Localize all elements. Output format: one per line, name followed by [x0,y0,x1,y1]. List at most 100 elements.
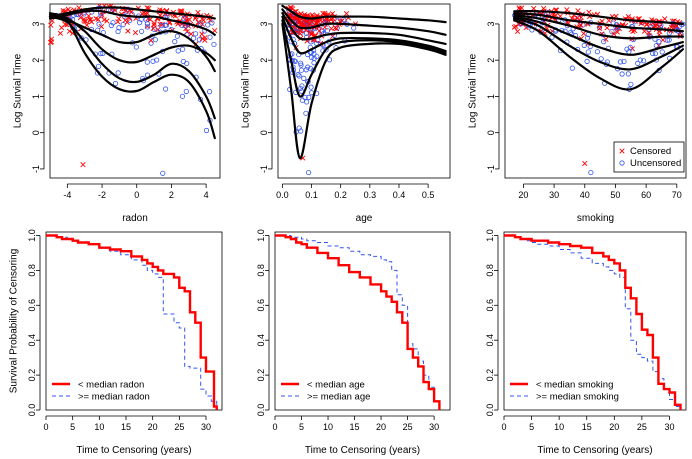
censored-point [144,10,151,17]
x-tick-label: 0.4 [393,190,406,200]
quantile-curve-4 [513,15,684,56]
uncensored-point [98,50,104,57]
censored-point [115,19,121,25]
x-tick-label: 4 [204,190,209,200]
censored-point [320,10,326,17]
quantile-curve-4 [281,15,447,55]
uncensored-point [297,85,304,92]
uncensored-point [144,21,151,27]
x-tick-label: 20 [148,422,158,432]
x-tick-label: 20 [518,190,528,200]
uncensored-point [641,58,647,64]
plot-km-age: 0 5 10 15 20 25 30 0.0 0.2 0.4 0.6 0.8 1.0 Time to Ce… [256,229,451,456]
uncensored-point [307,65,314,72]
uncensored-point [174,33,180,39]
quantile-curves [513,10,684,91]
x-tick-label: 30 [549,190,559,200]
uncensored-point [108,22,114,29]
uncensored-point [292,58,298,65]
legend-censored-label: Censored [630,146,671,157]
x-tick-label: 5 [70,422,75,432]
censored-point [304,18,310,24]
uncensored-point [296,125,302,131]
legend-label: >= median age [307,392,370,403]
quantile-curves [48,6,216,140]
y-tick-label: 3 [259,21,269,26]
quantile-curves [281,4,447,160]
x-axis: 0 5 10 15 20 25 30 [272,415,439,432]
quantile-curve-5 [281,19,447,98]
uncensored-point [181,16,187,22]
y-tick-label: 0.6 [27,299,37,312]
uncensored-point [609,29,615,35]
censored-point [147,16,153,23]
censored-point [57,30,63,36]
uncensored-point [299,83,305,89]
censored-point [48,36,55,42]
uncensored-point [585,49,591,55]
uncensored-point [301,75,307,81]
censored-point [99,12,105,18]
uncensored-point [78,35,84,41]
x-tick-label: 0 [43,422,48,432]
uncensored-point [306,169,312,176]
x-tick-label: 20 [609,422,619,432]
censored-point [200,17,207,23]
uncensored-point [112,80,119,87]
plot-frame [45,231,223,411]
y-tick-label: 0.6 [485,299,495,312]
uncensored-point [311,60,317,66]
uncensored-point [625,71,631,77]
x-axis-label: smoking [577,213,614,224]
quantile-curve-2 [281,8,447,36]
survival-curve-below-median [275,234,441,410]
survival-legend: < median radon>= median radon [52,380,150,403]
x-tick-label: 15 [582,422,592,432]
legend-uncensored-label: Uncensored [630,158,681,169]
x-tick-label: 0.3 [364,190,377,200]
y-tick-label: 0.4 [485,334,495,347]
survival-legend: < median smoking>= median smoking [510,380,619,403]
censored-point [308,31,315,37]
quantile-curve-5 [513,17,684,71]
uncensored-point [323,47,329,53]
censored-point [298,21,305,27]
x-tick-label: 15 [350,422,360,432]
uncensored-point [304,99,310,105]
legend-label: < median age [307,380,365,391]
uncensored-point [150,58,156,64]
x-tick-label: 0 [134,190,139,200]
y-tick-label: 3 [486,21,496,26]
y-tick-label: 0.8 [485,264,495,277]
censored-point [574,15,581,21]
y-tick-label: 0.0 [27,404,37,417]
uncensored-point [183,88,189,95]
uncensored-point [619,71,625,77]
legend-label: < median radon [78,380,144,391]
quantile-curve-1 [281,4,447,24]
censored-point [604,25,610,31]
y-axis-label: Log Survial Time [241,53,252,128]
y-tick-label: 2 [31,58,41,63]
plot-radon: -4 -2 0 2 4 -1 0 1 2 3 radon Log Survial Time [13,3,221,224]
uncensored-point [120,22,126,28]
quantile-curve-6 [48,12,216,140]
uncensored-point [179,93,186,99]
uncensored-point [311,51,317,57]
x-tick-label: 0.0 [276,190,289,200]
uncensored-point [205,22,211,28]
x-tick-label: 0 [501,422,506,432]
y-axis: 0.0 0.2 0.4 0.6 0.8 1.0 [256,229,270,416]
survival-curves [46,234,218,410]
plot-frame [274,231,451,411]
x-tick-label: 10 [323,422,333,432]
legend-label: >= median smoking [536,392,619,403]
uncensored-point [298,128,304,134]
y-tick-label: 3 [31,21,41,26]
uncensored-point [144,24,151,30]
censored-point [48,22,54,28]
x-tick-label: 30 [429,422,439,432]
censored-point [166,20,173,26]
y-tick-label: 0.8 [27,264,37,277]
censored-point [586,9,592,15]
